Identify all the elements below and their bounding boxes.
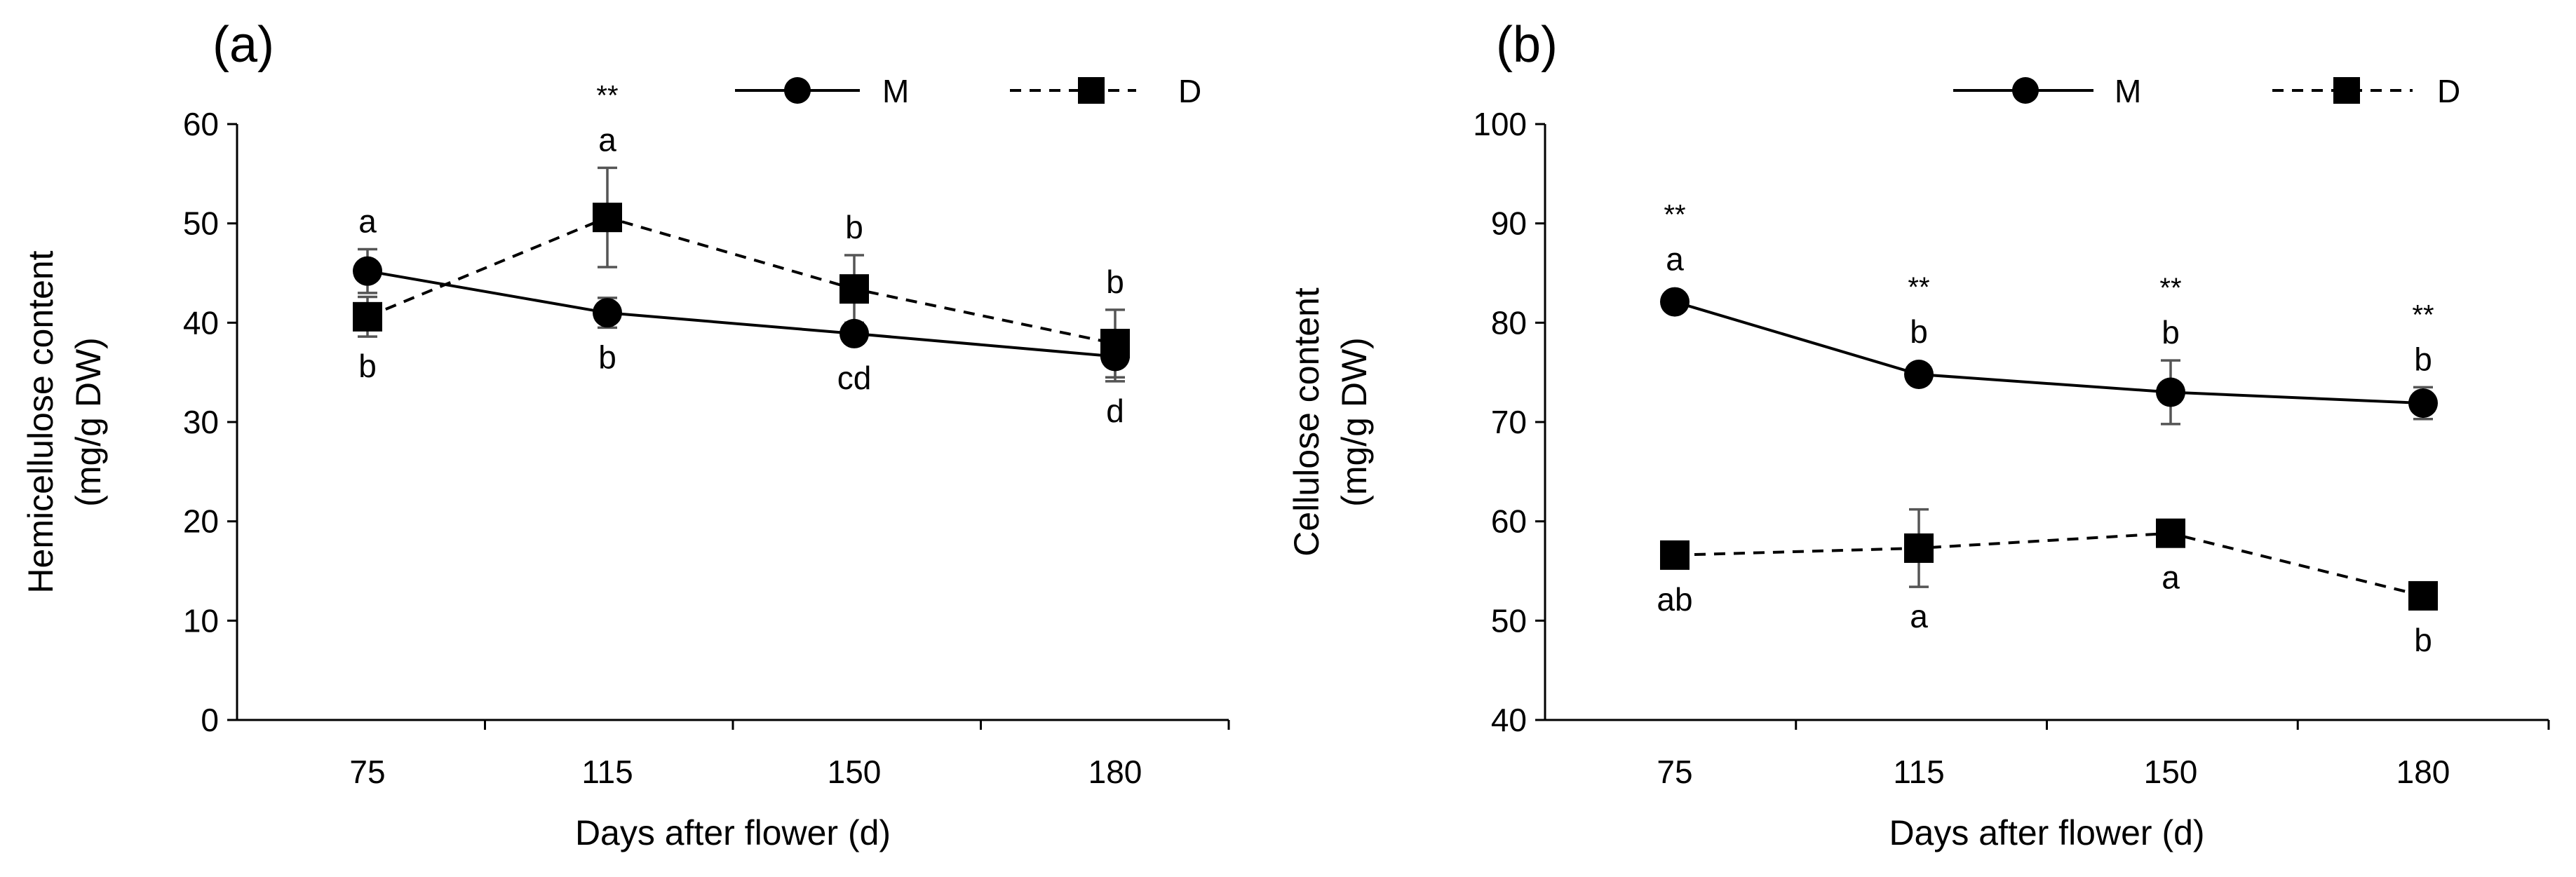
group-letter-M: a (358, 203, 377, 240)
x-axis-label: Days after flower (d) (1889, 813, 2204, 852)
group-letter-M: cd (837, 360, 872, 396)
y-axis-label: (mg/g DW) (1335, 337, 1374, 507)
data-point-M (2408, 388, 2438, 419)
x-tick-label: 115 (1893, 754, 1944, 790)
series-line-D (367, 216, 1116, 346)
data-point-D (353, 301, 382, 332)
y-axis-label: Cellulose content (1287, 287, 1326, 557)
legend-label-D: D (2437, 73, 2460, 109)
data-point-M (593, 298, 622, 328)
data-point-D (1660, 540, 1690, 570)
legend-marker-M (784, 77, 811, 104)
legend-marker-D (1078, 77, 1105, 104)
significance-marker: ** (2412, 299, 2434, 330)
data-point-D (2408, 580, 2438, 611)
x-tick-label: 150 (2144, 754, 2198, 790)
data-point-D (1904, 533, 1934, 563)
group-letter-D: b (1106, 264, 1124, 300)
x-tick-label: 75 (1657, 754, 1692, 790)
y-tick-label: 60 (183, 106, 219, 142)
y-tick-label: 20 (183, 503, 219, 540)
y-tick-label: 100 (1473, 106, 1527, 142)
panel-label: (b) (1496, 17, 1558, 73)
legend-label-M: M (2115, 73, 2141, 109)
y-tick-label: 50 (183, 205, 219, 242)
legend-marker-D (2333, 77, 2360, 104)
y-tick-label: 70 (1491, 404, 1527, 440)
group-letter-M: b (598, 339, 616, 375)
data-point-M (353, 256, 382, 286)
data-point-D (593, 203, 622, 233)
x-tick-label: 115 (581, 754, 633, 790)
data-point-M (839, 318, 869, 348)
y-axis-label: Hemicellulose content (21, 250, 60, 593)
data-point-M (1904, 360, 1934, 389)
significance-marker: ** (1908, 272, 1929, 303)
series-line-M (367, 269, 1116, 358)
panel-a: 0 10 20 30 40 50 60 75 115 150 180 Days after flowe… (21, 17, 1230, 852)
group-letter-M: b (2414, 341, 2432, 377)
x-tick-label: 75 (349, 754, 385, 790)
y-tick-label: 30 (183, 404, 219, 440)
series-line-D (1674, 531, 2424, 597)
legend-label-D: D (1178, 73, 1201, 109)
group-letter-M: a (1666, 241, 1684, 278)
panel-label: (a) (213, 17, 274, 73)
group-letter-M: b (1910, 313, 1928, 350)
y-tick-label: 10 (183, 602, 219, 639)
y-axis-label: (mg/g DW) (69, 337, 108, 507)
group-letter-M: d (1106, 393, 1124, 429)
group-letter-D: a (1910, 598, 1928, 634)
y-tick-label: 50 (1491, 602, 1527, 639)
group-letter-D: b (358, 348, 377, 384)
legend-label-M: M (882, 73, 909, 109)
group-letter-D: b (845, 209, 863, 245)
x-tick-label: 180 (1088, 754, 1142, 790)
data-point-M (1660, 287, 1690, 317)
panel-b: 40 50 60 70 80 90 100 75 115 150 180 Days after flo… (1287, 17, 2550, 852)
y-tick-label: 90 (1491, 205, 1527, 242)
y-tick-label: 0 (201, 702, 219, 738)
group-letter-D: a (2162, 559, 2180, 596)
group-letter-D: b (2414, 622, 2432, 658)
x-axis-label: Days after flower (d) (575, 813, 891, 852)
group-letter-D: ab (1657, 581, 1692, 618)
group-letter-D: a (598, 121, 616, 158)
significance-marker: ** (2159, 273, 2181, 304)
legend-marker-M (2012, 77, 2039, 104)
y-tick-label: 80 (1491, 304, 1527, 341)
group-letter-M: b (2162, 314, 2180, 351)
y-tick-label: 40 (1491, 702, 1527, 738)
series-line-M (1674, 300, 2424, 405)
data-point-M (2156, 377, 2185, 407)
data-point-D (2156, 518, 2185, 548)
significance-marker: ** (596, 80, 618, 111)
x-tick-label: 180 (2396, 754, 2450, 790)
data-point-D (839, 274, 869, 304)
data-point-D (1100, 329, 1130, 359)
significance-marker: ** (1664, 200, 1685, 231)
y-tick-label: 60 (1491, 503, 1527, 540)
x-tick-label: 150 (828, 754, 882, 790)
y-tick-label: 40 (183, 304, 219, 341)
